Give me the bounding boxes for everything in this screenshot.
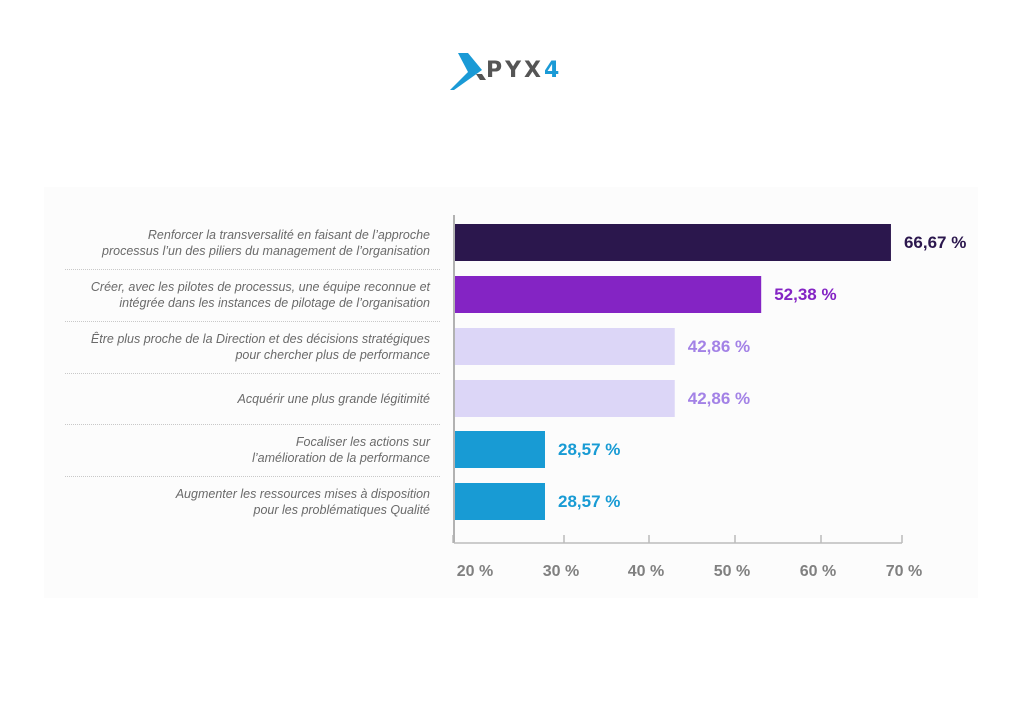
category-label-line: intégrée dans les instances de pilotage … <box>119 295 430 310</box>
x-tick-label: 40 % <box>627 563 665 580</box>
logo-text: PYX4 <box>486 58 563 83</box>
bar <box>455 431 545 468</box>
x-tick-label: 30 % <box>542 563 580 580</box>
row-divider <box>65 424 440 425</box>
x-tick-label: 50 % <box>713 563 751 580</box>
value-label: 42,86 % <box>687 336 751 356</box>
bar <box>455 328 675 365</box>
bar <box>455 224 891 261</box>
category-label: Créer, avec les pilotes de processus, un… <box>50 279 430 311</box>
value-label: 42,86 % <box>687 388 751 408</box>
value-label: 28,57 % <box>558 491 621 511</box>
pyx4-logo: PYX4 <box>448 50 588 94</box>
x-tick-label: 60 % <box>799 563 837 580</box>
row-divider <box>65 373 440 374</box>
row-divider <box>65 321 440 322</box>
row-divider <box>65 269 440 270</box>
category-label-line: processus l’un des piliers du management… <box>102 243 430 258</box>
value-label: 52,38 % <box>774 284 837 304</box>
value-label: 28,57 % <box>558 439 621 459</box>
category-label-line: Acquérir une plus grande légitimité <box>237 391 430 406</box>
category-label: Renforcer la transversalité en faisant d… <box>50 227 430 259</box>
category-label: Acquérir une plus grande légitimité <box>50 391 430 407</box>
category-label: Focaliser les actions sur l’amélioration … <box>50 434 430 466</box>
category-label: Être plus proche de la Direction et des … <box>50 331 430 363</box>
category-label: Augmenter les ressources mises à disposi… <box>50 486 430 518</box>
category-label-line: l’amélioration de la performance <box>252 450 430 465</box>
bar <box>455 380 675 417</box>
category-label-line: Focaliser les actions sur <box>295 434 430 449</box>
category-label-line: Augmenter les ressources mises à disposi… <box>175 486 430 501</box>
bar <box>455 483 545 520</box>
x-tick-label: 20 % <box>456 563 494 580</box>
logo-x-mark-icon <box>450 53 486 90</box>
category-label-line: Être plus proche de la Direction et des … <box>90 331 430 346</box>
bar <box>455 276 762 313</box>
row-divider <box>65 476 440 477</box>
category-label-line: Créer, avec les pilotes de processus, un… <box>90 279 430 294</box>
value-label: 66,67 % <box>903 232 967 252</box>
category-label-line: pour chercher plus de performance <box>235 347 430 362</box>
category-label-line: pour les problématiques Qualité <box>253 502 431 517</box>
x-tick-label: 70 % <box>885 563 923 580</box>
category-label-line: Renforcer la transversalité en faisant d… <box>147 227 430 242</box>
